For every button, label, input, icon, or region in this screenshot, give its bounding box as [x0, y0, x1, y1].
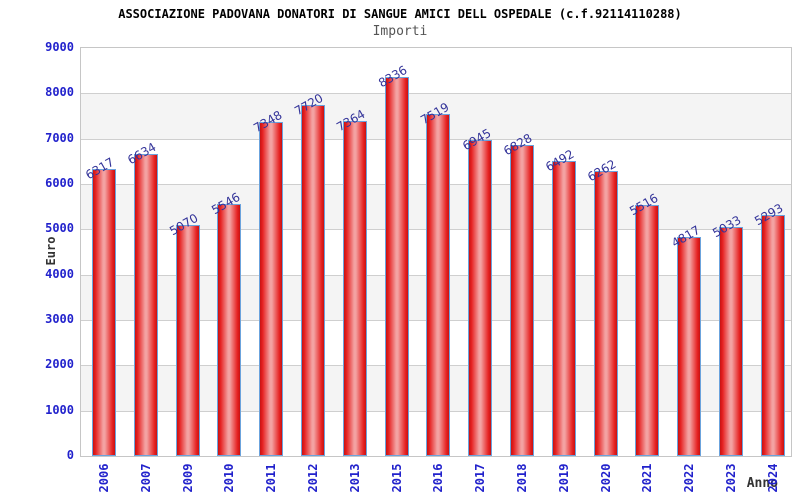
- y-tick-label: 7000: [45, 130, 74, 145]
- bar-2015: [384, 77, 409, 456]
- bar-2023: [719, 226, 743, 456]
- x-tick-label: 2024: [765, 463, 780, 493]
- y-tick-label: 1000: [45, 402, 74, 417]
- bar-2012: [301, 105, 325, 456]
- bar-2020: [593, 171, 618, 456]
- x-tick-label: 2016: [431, 463, 446, 493]
- bar-2021: [635, 204, 660, 456]
- bar-2017: [468, 140, 493, 456]
- x-tick-label: 2022: [682, 463, 697, 493]
- y-tick-label: 2000: [45, 357, 74, 372]
- x-tick-label: 2012: [306, 463, 320, 493]
- bar-2009: [175, 225, 200, 456]
- y-tick-label: 9000: [45, 40, 74, 54]
- y-tick-label: 4000: [45, 266, 74, 281]
- bar-2006: [92, 168, 116, 456]
- bar-2019: [551, 160, 576, 456]
- y-tick-label: 0: [66, 448, 74, 462]
- x-tick-label: 2020: [598, 463, 613, 493]
- x-tick-label: 2015: [389, 463, 404, 493]
- y-axis-title: Euro: [44, 236, 58, 266]
- bar-2011: [259, 121, 284, 456]
- x-tick-label: 2007: [138, 463, 153, 493]
- x-tick-label: 2011: [264, 463, 279, 493]
- y-tick-label: 3000: [45, 312, 74, 326]
- x-tick-label: 2013: [347, 463, 362, 493]
- x-tick-label: 2009: [180, 463, 195, 493]
- bar-2018: [510, 145, 534, 456]
- bar-2010: [217, 203, 242, 456]
- plot-band: [81, 48, 791, 94]
- bar-2022: [677, 236, 702, 456]
- chart-subtitle: Importi: [372, 24, 428, 39]
- x-tick-label: 2010: [222, 463, 237, 493]
- x-tick-label: 2018: [515, 463, 529, 493]
- bar-2007: [133, 154, 158, 456]
- y-tick-label: 5000: [45, 221, 74, 236]
- y-tick-label: 8000: [45, 85, 74, 100]
- x-tick-label: 2023: [724, 463, 738, 493]
- bar-2024: [760, 215, 785, 456]
- gridline: [81, 93, 791, 95]
- x-axis-title: Anno: [746, 476, 778, 491]
- x-tick-label: 2021: [640, 463, 655, 493]
- bar-2016: [426, 114, 451, 456]
- y-tick-label: 6000: [45, 176, 74, 190]
- x-tick-label: 2017: [473, 463, 488, 493]
- x-tick-label: 2006: [97, 463, 111, 493]
- bar-2013: [342, 121, 367, 456]
- x-tick-label: 2019: [556, 463, 571, 493]
- chart-title: ASSOCIAZIONE PADOVANA DONATORI DI SANGUE…: [118, 7, 682, 21]
